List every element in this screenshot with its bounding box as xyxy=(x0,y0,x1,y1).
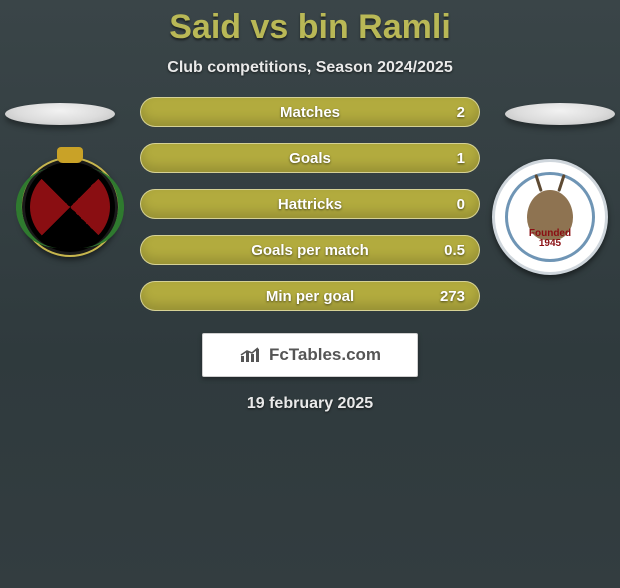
club-crest-left xyxy=(20,157,120,257)
stat-bar-min-per-goal: Min per goal 273 xyxy=(140,281,480,311)
pedestal-right xyxy=(505,103,615,125)
crest-founded: Founded1945 xyxy=(529,229,571,249)
date-text: 19 february 2025 xyxy=(0,395,620,413)
stat-value: 2 xyxy=(457,104,465,121)
club-crest-right: Founded1945 xyxy=(492,159,608,275)
bar-chart-icon xyxy=(239,346,263,364)
stat-value: 273 xyxy=(440,288,465,305)
stat-bar-goals-per-match: Goals per match 0.5 xyxy=(140,235,480,265)
stat-value: 0.5 xyxy=(444,242,465,259)
stat-bar-matches: Matches 2 xyxy=(140,97,480,127)
stat-label: Matches xyxy=(141,104,479,121)
stat-bar-goals: Goals 1 xyxy=(140,143,480,173)
stat-label: Hattricks xyxy=(141,196,479,213)
stat-label: Goals per match xyxy=(141,242,479,259)
stat-label: Goals xyxy=(141,150,479,167)
stat-label: Min per goal xyxy=(141,288,479,305)
stat-value: 0 xyxy=(457,196,465,213)
subtitle: Club competitions, Season 2024/2025 xyxy=(0,59,620,77)
brand-box: FcTables.com xyxy=(202,333,418,377)
comparison-stage: Founded1945 Matches 2 Goals 1 Hattricks … xyxy=(0,97,620,311)
brand-text: FcTables.com xyxy=(269,345,381,365)
stats-bars: Matches 2 Goals 1 Hattricks 0 Goals per … xyxy=(140,97,480,311)
pedestal-left xyxy=(5,103,115,125)
stat-value: 1 xyxy=(457,150,465,167)
page-title: Said vs bin Ramli xyxy=(0,8,620,47)
stat-bar-hattricks: Hattricks 0 xyxy=(140,189,480,219)
